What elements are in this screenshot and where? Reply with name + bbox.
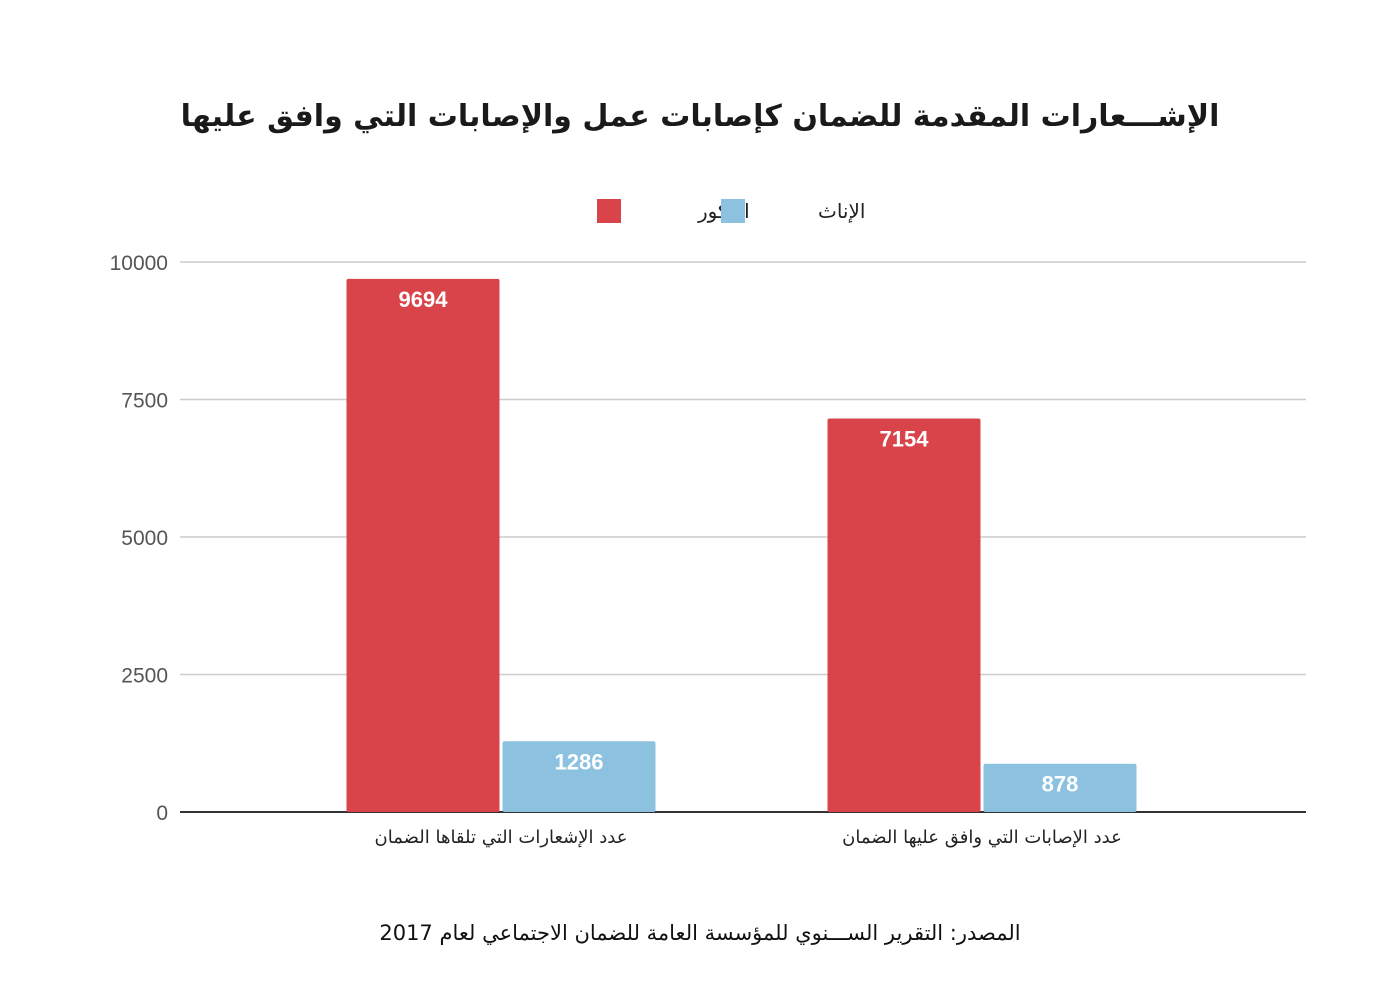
y-axis-ticks: 0 2500 5000 7500 10000 bbox=[110, 252, 168, 825]
y-tick-label: 2500 bbox=[121, 665, 168, 688]
y-tick-label: 5000 bbox=[121, 527, 168, 550]
bar bbox=[983, 763, 1137, 812]
y-tick-label: 10000 bbox=[110, 252, 168, 275]
bar bbox=[346, 278, 500, 813]
legend-swatch bbox=[721, 199, 745, 223]
bar bbox=[502, 741, 656, 812]
bars bbox=[346, 278, 1137, 813]
legend-swatch bbox=[597, 199, 621, 223]
y-tick-label: 7500 bbox=[121, 390, 168, 413]
y-tick-label: 0 bbox=[156, 802, 168, 825]
source-note: المصدر: التقرير الســـنوي للمؤسسة العامة… bbox=[379, 921, 1020, 945]
data-label: 1286 bbox=[555, 749, 604, 774]
chart-legend: الذكورالإناث bbox=[597, 199, 865, 223]
chart-title: الإشـــعارات المقدمة للضمان كإصابات عمل … bbox=[181, 99, 1220, 134]
x-category-label: عدد الإشعارات التي تلقاها الضمان bbox=[375, 827, 628, 848]
data-label: 9694 bbox=[399, 287, 449, 312]
legend-label: الإناث bbox=[818, 199, 865, 223]
bar bbox=[827, 418, 981, 812]
x-axis-category-labels: عدد الإشعارات التي تلقاها الضمان عدد الإص… bbox=[375, 827, 1122, 848]
x-category-label: عدد الإصابات التي وافق عليها الضمان bbox=[842, 827, 1122, 848]
data-labels: 9694 1286 7154 878 bbox=[399, 287, 1079, 797]
data-label: 878 bbox=[1042, 772, 1079, 797]
data-label: 7154 bbox=[880, 427, 930, 452]
